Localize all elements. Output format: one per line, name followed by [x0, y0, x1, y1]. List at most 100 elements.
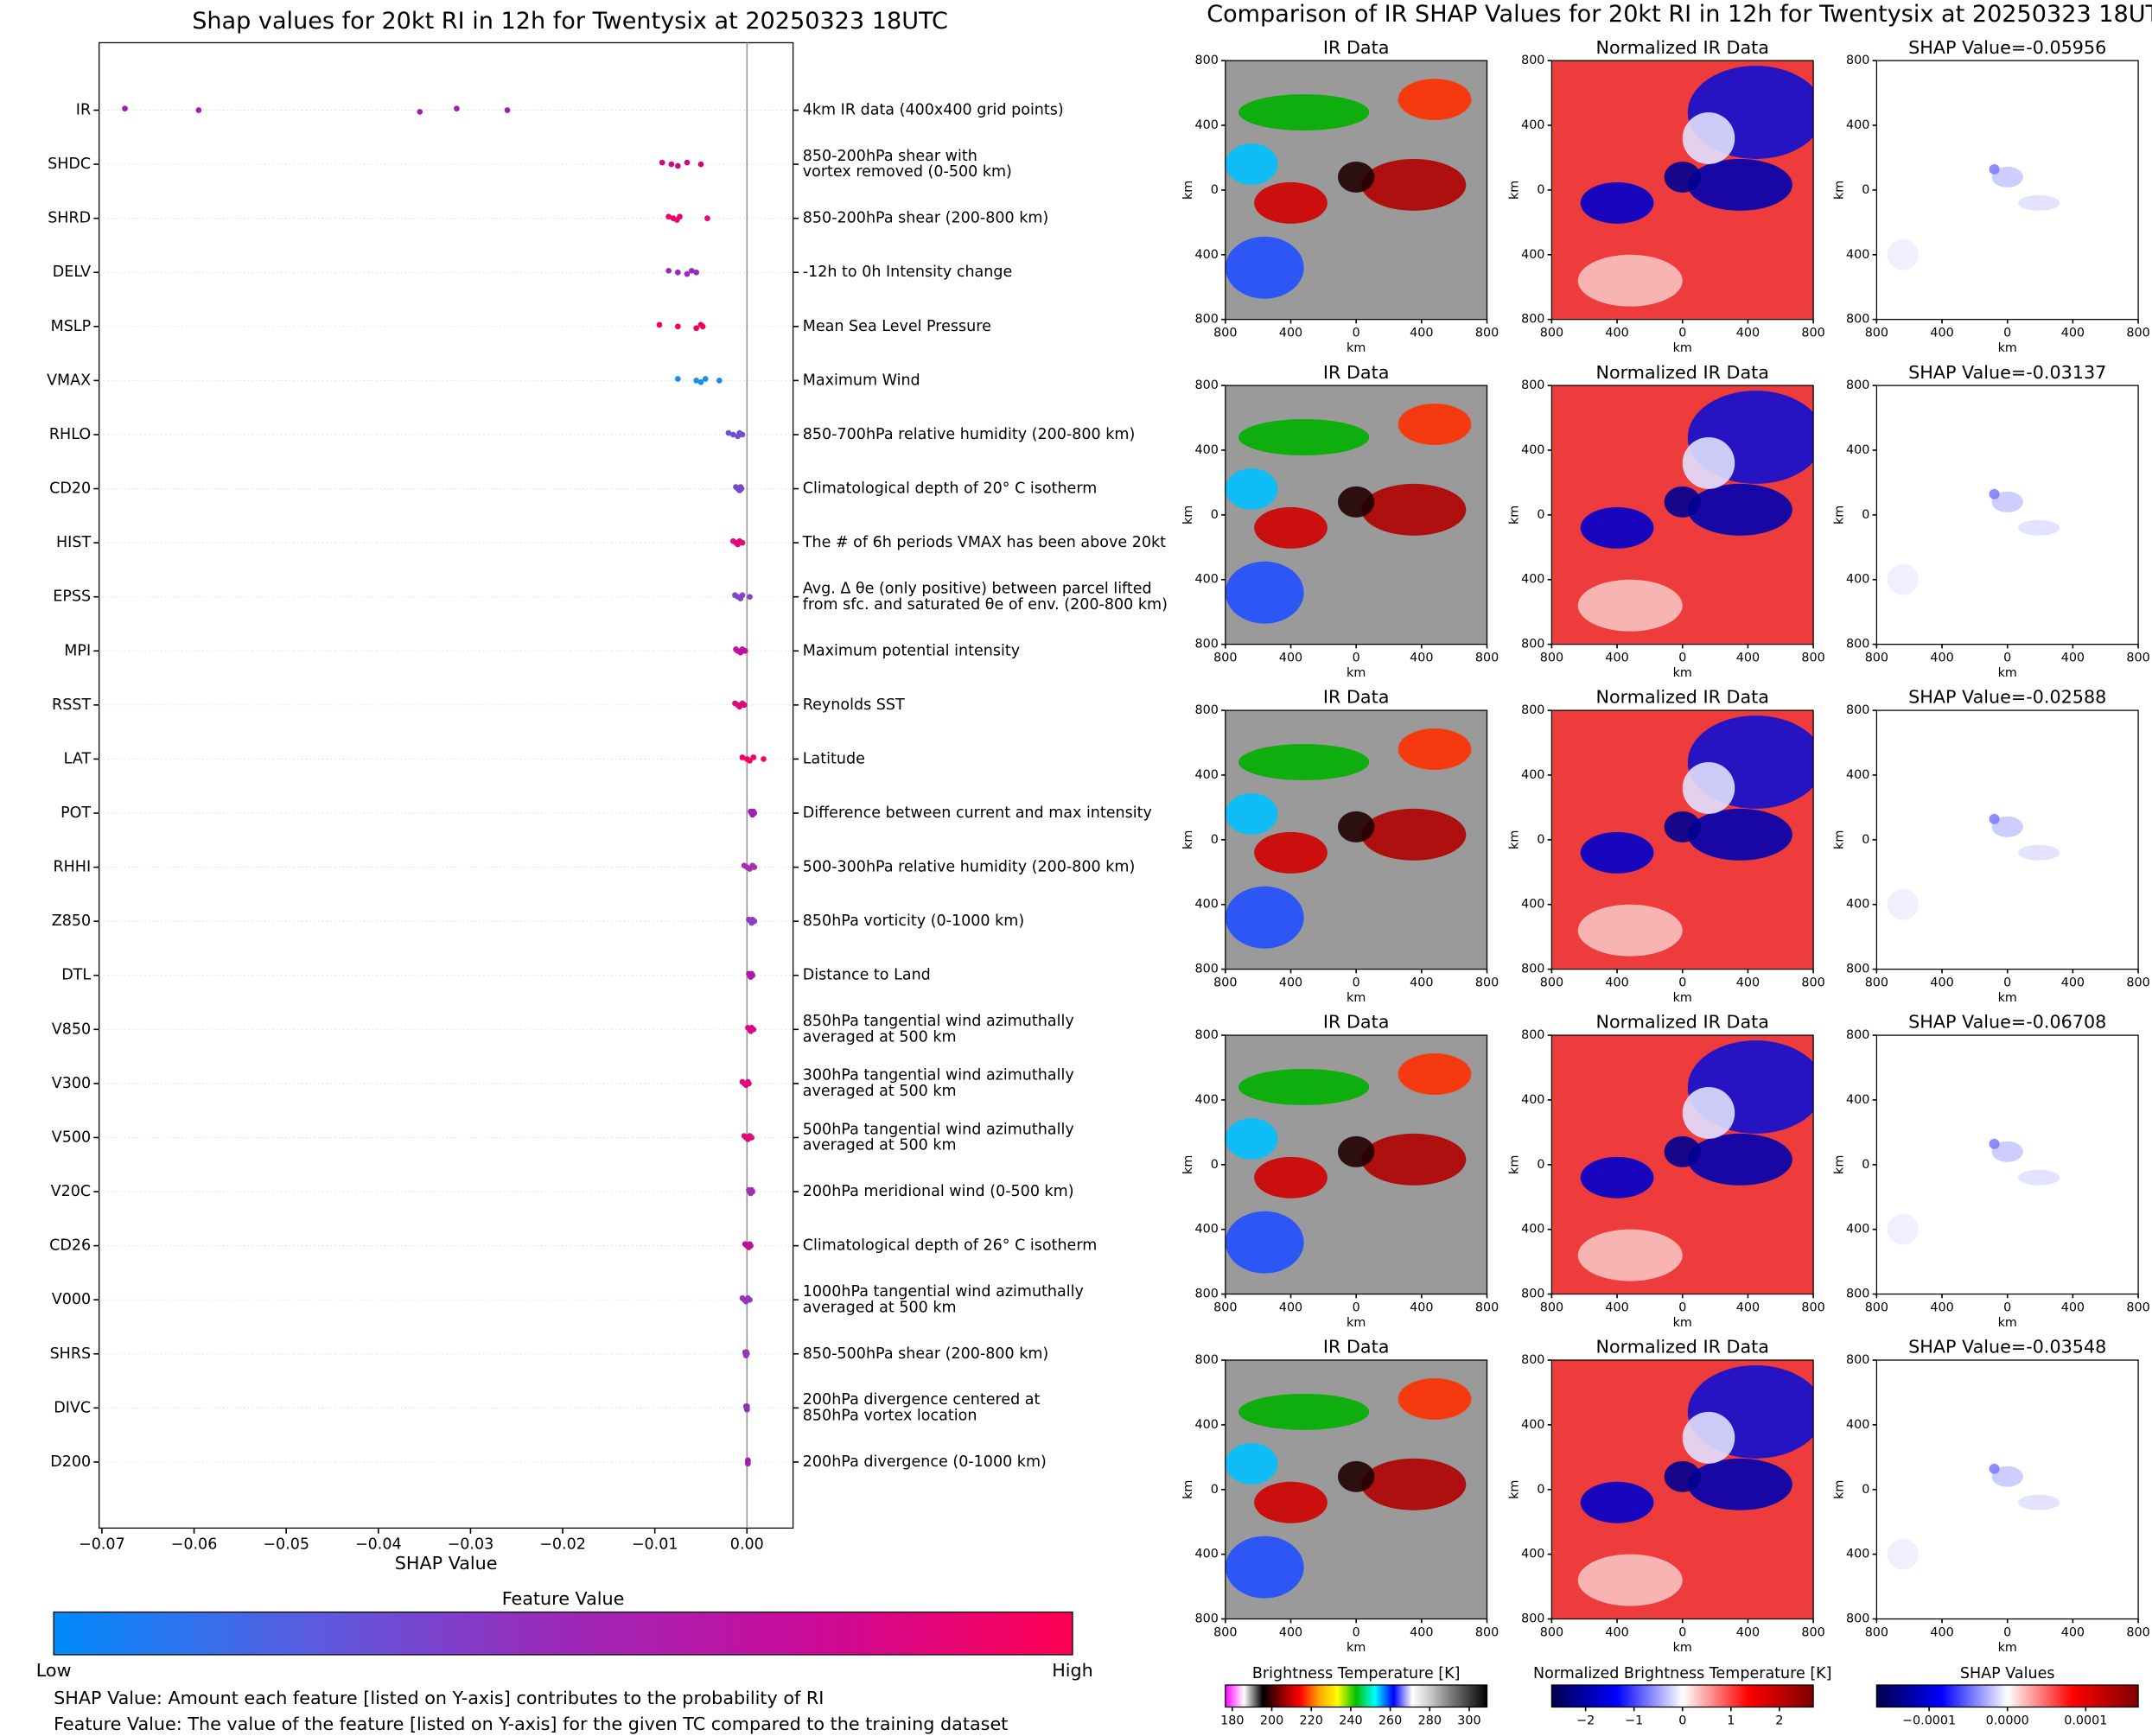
image-feature [1361, 483, 1467, 536]
point [739, 431, 746, 438]
image-feature [1991, 166, 2023, 188]
feature-name: RSST [52, 696, 91, 714]
y-tick-label: 800 [1521, 963, 1544, 976]
y-tick-label: 400 [1521, 1093, 1544, 1107]
point [122, 105, 128, 111]
x-tick-label: 400 [1930, 1300, 1953, 1314]
y-tick-label: 800 [1521, 1028, 1544, 1042]
y-tick-label: 800 [1846, 1612, 1869, 1626]
y-tick-label: 400 [1521, 898, 1544, 912]
feature-description: Mean Sea Level Pressure [803, 318, 991, 335]
x-tick-label: 800 [1213, 1300, 1237, 1314]
point [746, 1080, 752, 1087]
image-feature [1989, 1138, 2000, 1149]
image-feature [1577, 1554, 1683, 1606]
x-tick-label: 0 [1678, 1300, 1686, 1314]
colorbar-tick-label: 280 [1418, 1714, 1442, 1727]
feature-description: 200hPa divergence (0-1000 km) [803, 1453, 1047, 1471]
feature-description: averaged at 500 km [803, 1083, 957, 1100]
y-axis-label: km [1507, 1480, 1521, 1499]
image-feature [1580, 831, 1654, 874]
feature-name: V300 [52, 1075, 91, 1092]
x-tick-label: 400 [1410, 1300, 1433, 1314]
y-tick-label: 800 [1195, 1028, 1219, 1042]
point [668, 161, 675, 168]
x-tick-label: 400 [1736, 327, 1760, 340]
image-feature [1225, 1211, 1304, 1274]
y-tick-label: 400 [1195, 118, 1219, 132]
y-tick-label: 400 [1846, 118, 1869, 132]
image-feature [1887, 1538, 1919, 1570]
y-tick-label: 400 [1195, 443, 1219, 457]
x-tick-label: 400 [1605, 327, 1628, 340]
image-background [1876, 60, 2139, 320]
point [195, 107, 202, 113]
x-tick-label: 800 [1801, 976, 1824, 990]
feature-name: DELV [53, 264, 91, 281]
image-feature [1361, 158, 1467, 211]
x-tick-label: 800 [1540, 1625, 1563, 1639]
feature-name: SHRD [48, 210, 91, 227]
y-tick-label: 800 [1521, 1353, 1544, 1367]
y-axis-label: km [1832, 181, 1846, 200]
x-axis-label: km [1673, 1316, 1692, 1330]
feature-name: DTL [61, 967, 91, 984]
x-tick-label: 800 [1865, 652, 1888, 665]
image-feature [1687, 1458, 1792, 1510]
feature-name: RHHI [53, 859, 91, 876]
image-feature [1338, 811, 1375, 843]
point [749, 972, 756, 979]
point [665, 267, 672, 274]
image-feature [1238, 1393, 1370, 1430]
x-axis-label: km [1347, 991, 1366, 1005]
image-feature [1361, 808, 1467, 861]
x-tick-label: 800 [1475, 976, 1499, 990]
x-tick-label: 800 [1540, 652, 1563, 665]
image-feature [1664, 486, 1701, 518]
feature-description: 850hPa vortex location [803, 1408, 977, 1425]
x-tick-label: 0 [2003, 1625, 2011, 1639]
x-tick-label: 400 [1605, 976, 1628, 990]
image-feature [1254, 1156, 1327, 1199]
x-axis-label: km [1347, 1316, 1366, 1330]
y-tick-label: 800 [1846, 638, 1869, 652]
image-feature [1338, 486, 1375, 518]
y-tick-label: 800 [1195, 1612, 1219, 1626]
point [751, 918, 758, 925]
image-feature [1991, 491, 2023, 512]
x-axis-label: km [1998, 991, 2017, 1005]
image-panel [1225, 1360, 1487, 1619]
feature-name: SHRS [50, 1345, 92, 1363]
y-tick-label: 800 [1195, 963, 1219, 976]
image-panel [1225, 1035, 1487, 1294]
feature-description: Climatological depth of 26° C isotherm [803, 1237, 1098, 1255]
note: Feature Value: The value of the feature … [54, 1714, 1008, 1734]
y-tick-label: 800 [1846, 703, 1869, 717]
y-tick-label: 800 [1846, 963, 1869, 976]
point [454, 105, 460, 111]
image-feature [1580, 506, 1654, 549]
image-panel [1876, 1035, 2139, 1294]
point [729, 431, 736, 438]
y-axis-label: km [1507, 1155, 1521, 1174]
point [745, 1459, 751, 1466]
feature-name: V850 [52, 1021, 91, 1038]
y-tick-label: 0 [1537, 1483, 1544, 1497]
x-tick-label: 800 [1801, 327, 1824, 340]
image-feature [1225, 236, 1304, 299]
colorbar [1225, 1684, 1488, 1708]
y-axis-label: km [1507, 506, 1521, 525]
x-tick-label: 400 [1605, 652, 1628, 665]
feature-description: 850hPa tangential wind azimuthally [803, 1013, 1074, 1030]
x-tick-label: 800 [1213, 652, 1237, 665]
point [742, 647, 748, 654]
y-tick-label: 400 [1195, 573, 1219, 587]
point [702, 376, 709, 382]
image-panel [1225, 385, 1487, 645]
image-feature [1687, 808, 1792, 861]
x-tick-label: −0.01 [632, 1536, 678, 1554]
y-tick-label: 800 [1195, 1288, 1219, 1301]
y-tick-label: 400 [1846, 248, 1869, 262]
colorbar-title: Feature Value [502, 1588, 625, 1609]
panel-title: IR Data [1323, 1337, 1390, 1358]
